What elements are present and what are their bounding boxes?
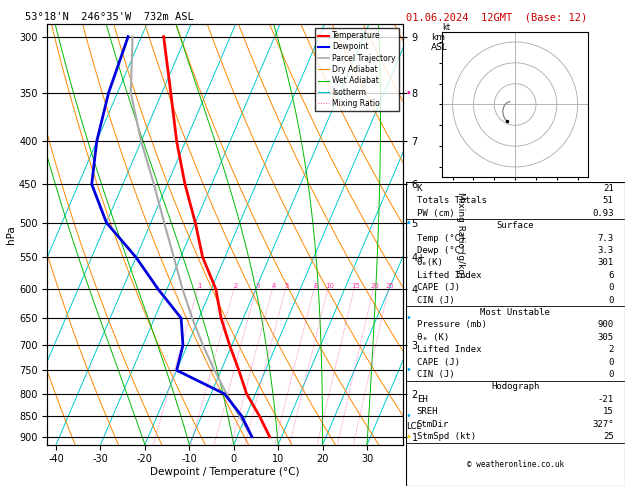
- Text: 900: 900: [598, 320, 614, 330]
- Text: 0: 0: [608, 283, 614, 292]
- Text: 305: 305: [598, 333, 614, 342]
- Text: 15: 15: [351, 283, 360, 289]
- Text: Temp (°C): Temp (°C): [416, 234, 465, 243]
- Text: Pressure (mb): Pressure (mb): [416, 320, 486, 330]
- Text: •: •: [406, 432, 411, 442]
- Text: km
ASL: km ASL: [431, 33, 448, 52]
- Text: SREH: SREH: [416, 407, 438, 416]
- Legend: Temperature, Dewpoint, Parcel Trajectory, Dry Adiabat, Wet Adiabat, Isotherm, Mi: Temperature, Dewpoint, Parcel Trajectory…: [314, 28, 399, 111]
- Text: 2: 2: [233, 283, 238, 289]
- Text: •: •: [406, 313, 411, 323]
- Text: 5: 5: [285, 283, 289, 289]
- Text: CAPE (J): CAPE (J): [416, 283, 460, 292]
- Text: 7.3: 7.3: [598, 234, 614, 243]
- Text: Lifted Index: Lifted Index: [416, 271, 481, 280]
- Text: Totals Totals: Totals Totals: [416, 196, 486, 206]
- Text: CIN (J): CIN (J): [416, 370, 454, 379]
- Text: Hodograph: Hodograph: [491, 382, 539, 391]
- Text: •: •: [406, 411, 411, 421]
- Text: StmDir: StmDir: [416, 419, 449, 429]
- Text: 0: 0: [608, 358, 614, 366]
- Text: 8: 8: [313, 283, 318, 289]
- Text: 2: 2: [608, 345, 614, 354]
- Text: •: •: [406, 218, 411, 227]
- Text: PW (cm): PW (cm): [416, 209, 454, 218]
- Text: 10: 10: [325, 283, 334, 289]
- Text: CAPE (J): CAPE (J): [416, 358, 460, 366]
- Text: CIN (J): CIN (J): [416, 295, 454, 305]
- Text: 21: 21: [603, 184, 614, 193]
- Text: 0.93: 0.93: [592, 209, 614, 218]
- Text: 1: 1: [198, 283, 202, 289]
- Text: 0: 0: [608, 370, 614, 379]
- Text: K: K: [416, 184, 422, 193]
- Y-axis label: hPa: hPa: [6, 225, 16, 244]
- Text: 51: 51: [603, 196, 614, 206]
- Text: © weatheronline.co.uk: © weatheronline.co.uk: [467, 460, 564, 469]
- Text: Surface: Surface: [496, 221, 534, 230]
- Text: Lifted Index: Lifted Index: [416, 345, 481, 354]
- Text: EH: EH: [416, 395, 427, 404]
- Text: -21: -21: [598, 395, 614, 404]
- X-axis label: Dewpoint / Temperature (°C): Dewpoint / Temperature (°C): [150, 467, 299, 477]
- Text: kt: kt: [442, 22, 450, 32]
- Text: 4: 4: [272, 283, 276, 289]
- Text: 15: 15: [603, 407, 614, 416]
- Text: 301: 301: [598, 259, 614, 267]
- Text: 25: 25: [386, 283, 394, 289]
- Text: Mixing Ratio (g/kg): Mixing Ratio (g/kg): [456, 191, 465, 278]
- Text: 01.06.2024  12GMT  (Base: 12): 01.06.2024 12GMT (Base: 12): [406, 12, 587, 22]
- Text: LCL: LCL: [406, 422, 421, 431]
- Text: 25: 25: [603, 432, 614, 441]
- Text: 6: 6: [608, 271, 614, 280]
- Text: θₑ (K): θₑ (K): [416, 333, 449, 342]
- Text: •: •: [406, 365, 411, 375]
- Text: •: •: [406, 88, 411, 98]
- Text: 3: 3: [255, 283, 260, 289]
- Text: Most Unstable: Most Unstable: [480, 308, 550, 317]
- Text: 20: 20: [370, 283, 379, 289]
- Text: 53°18'N  246°35'W  732m ASL: 53°18'N 246°35'W 732m ASL: [25, 12, 194, 22]
- Text: Dewp (°C): Dewp (°C): [416, 246, 465, 255]
- Text: 3.3: 3.3: [598, 246, 614, 255]
- Text: 0: 0: [608, 295, 614, 305]
- Text: 327°: 327°: [592, 419, 614, 429]
- Text: θₑ(K): θₑ(K): [416, 259, 443, 267]
- Text: StmSpd (kt): StmSpd (kt): [416, 432, 476, 441]
